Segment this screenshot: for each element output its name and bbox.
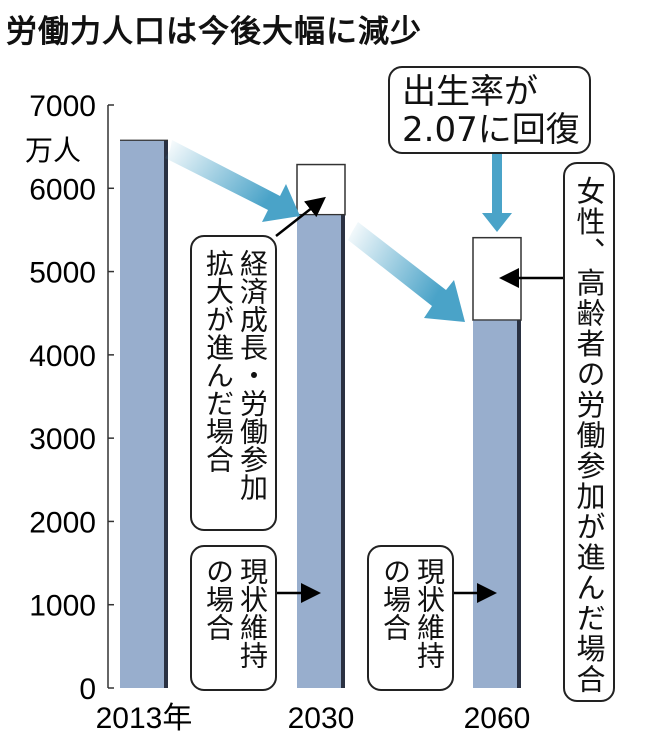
bar-shadow — [341, 214, 345, 688]
bar-upside — [296, 163, 346, 216]
birthrate-arrow — [482, 153, 512, 232]
callout-status-quo-2030: 現状維持の場合 — [190, 545, 277, 691]
x-tick-label: 2060 — [464, 702, 531, 735]
x-tick-label: 2013年 — [96, 702, 193, 735]
callout-birthrate-line2: 2.07に回復 — [402, 110, 580, 150]
bar-status-quo — [297, 214, 345, 688]
y-tick-label: 5000 — [29, 257, 96, 290]
trend-arrow-1 — [165, 140, 300, 222]
callout-status-quo-2060-text: 現状維持の場合 — [379, 557, 446, 669]
callout-status-quo-2060: 現状維持の場合 — [367, 545, 454, 691]
callout-status-quo-2030-text: 現状維持の場合 — [202, 557, 269, 669]
y-tick-label: 1000 — [29, 590, 96, 623]
callout-women-elderly-text: 女性、高齢者の労働参加が進んだ場合 — [572, 176, 606, 695]
trend-arrow-2 — [348, 222, 465, 322]
y-tick-label: 3000 — [29, 423, 96, 456]
pointer-growth — [275, 196, 326, 237]
bar-status-quo — [120, 140, 168, 688]
y-unit-label: 万人 — [25, 134, 81, 167]
bar-shadow — [164, 140, 168, 688]
callout-growth: 経済成長・労働参加拡大が進んだ場合 — [190, 235, 277, 531]
callout-growth-text: 経済成長・労働参加拡大が進んだ場合 — [202, 249, 269, 501]
callout-birthrate: 出生率が 2.07に回復 — [388, 66, 591, 154]
bars: 2013年 2030 2060 — [96, 139, 531, 735]
y-tick-label: 7000 — [29, 90, 96, 123]
y-tick-label: 4000 — [29, 340, 96, 373]
y-axis: 0 1000 2000 3000 4000 5000 6000 7000 万人 — [25, 90, 114, 706]
chart-title: 労働力人口は今後大幅に減少 — [6, 14, 422, 50]
bar-shadow — [517, 320, 521, 688]
y-tick-label: 2000 — [29, 506, 96, 539]
callout-women-elderly: 女性、高齢者の労働参加が進んだ場合 — [563, 162, 615, 702]
x-tick-label: 2030 — [288, 702, 355, 735]
callout-birthrate-line1: 出生率が — [402, 72, 538, 112]
y-tick-label: 6000 — [29, 173, 96, 206]
bar-status-quo — [473, 320, 521, 688]
y-tick-label: 0 — [79, 673, 96, 706]
